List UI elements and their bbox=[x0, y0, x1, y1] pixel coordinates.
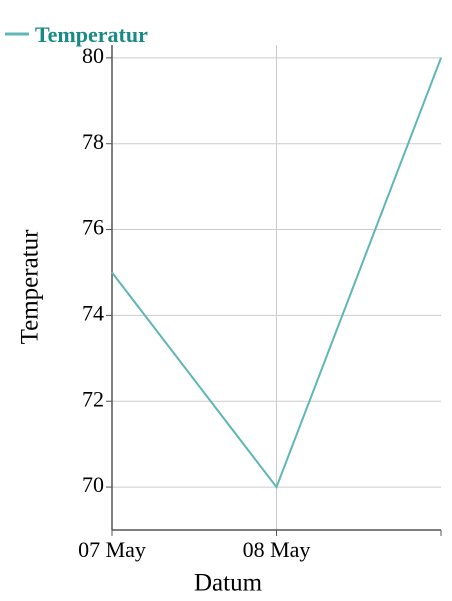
x-tick-label: 08 May bbox=[243, 537, 311, 562]
legend-label-temperatur: Temperatur bbox=[35, 22, 148, 47]
y-tick-label: 76 bbox=[82, 215, 104, 240]
y-tick-label: 74 bbox=[82, 300, 104, 325]
y-tick-labels: 70 72 74 76 78 80 bbox=[82, 43, 104, 497]
axes bbox=[111, 45, 442, 536]
y-tick-label: 80 bbox=[82, 43, 104, 68]
y-tick-label: 72 bbox=[82, 386, 104, 411]
x-tick-labels: 07 May 08 May bbox=[78, 537, 310, 562]
y-axis-title: Temperatur bbox=[17, 229, 44, 345]
y-tick-label: 78 bbox=[82, 129, 104, 154]
gridlines bbox=[106, 45, 441, 536]
x-axis-title: Datum bbox=[194, 570, 263, 597]
y-tick-label: 70 bbox=[82, 472, 104, 497]
series-layer bbox=[111, 57, 442, 490]
x-tick-label: 07 May bbox=[78, 537, 146, 562]
legend: Temperatur bbox=[5, 22, 148, 47]
data-point bbox=[111, 271, 113, 273]
data-point bbox=[276, 486, 277, 488]
data-point bbox=[440, 57, 442, 59]
